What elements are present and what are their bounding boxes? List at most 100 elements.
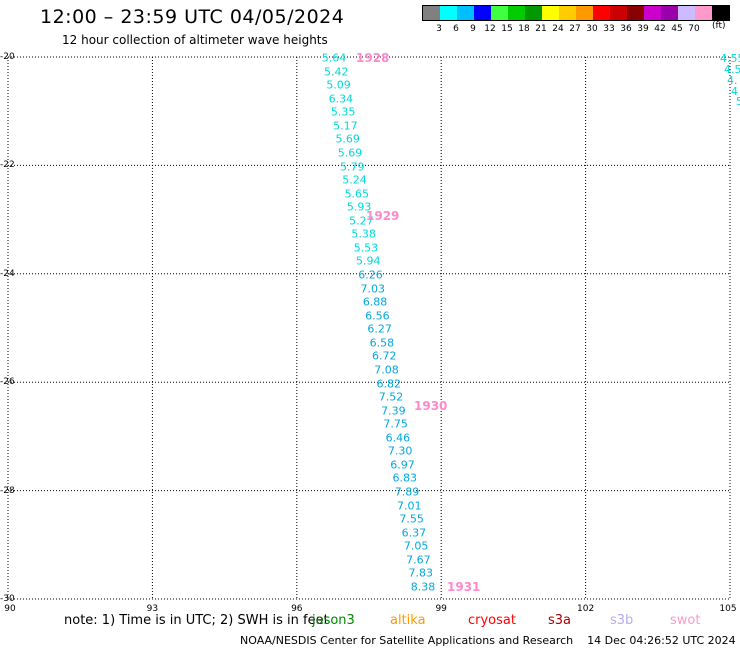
longitude-label: 96 bbox=[291, 604, 303, 614]
colorbar-tick-label: 18 bbox=[518, 24, 530, 34]
wave-height-value: 7.75 bbox=[383, 417, 408, 431]
wave-height-value: 5.79 bbox=[340, 160, 365, 173]
wave-height-value: 6.88 bbox=[362, 295, 388, 309]
longitude-label: 99 bbox=[435, 604, 447, 614]
pass-time-label: 1929 bbox=[366, 209, 400, 223]
legend-item-swot: swot bbox=[670, 613, 701, 628]
wave-height-value: 8.38 bbox=[410, 580, 436, 594]
credit-text: NOAA/NESDIS Center for Satellite Applica… bbox=[240, 634, 574, 647]
colorbar-swatch bbox=[542, 6, 559, 20]
colorbar-swatch bbox=[423, 6, 440, 20]
timestamp-text: 14 Dec 04:26:52 UTC 2024 bbox=[587, 634, 736, 647]
wave-height-value: 7.01 bbox=[397, 499, 422, 513]
wave-height-value: 6.37 bbox=[401, 526, 427, 540]
legend-item-cryosat: cryosat bbox=[468, 613, 516, 628]
colorbar-swatch bbox=[661, 6, 678, 20]
colorbar-tick-label: 45 bbox=[671, 24, 683, 34]
colorbar-swatch bbox=[712, 6, 729, 20]
wave-height-value: 7.83 bbox=[408, 566, 433, 580]
edge-wave-value: 4.5 bbox=[724, 63, 740, 76]
colorbar-tick-label: 36 bbox=[620, 24, 632, 34]
wave-height-value: 5.94 bbox=[355, 254, 381, 268]
colorbar-tick-label: 24 bbox=[552, 24, 564, 34]
wave-height-value: 5.65 bbox=[344, 187, 370, 201]
wave-height-value: 6.46 bbox=[385, 431, 411, 445]
colorbar-swatch bbox=[678, 6, 695, 20]
wave-height-value: 7.55 bbox=[399, 512, 424, 526]
colorbar-tick-label: 39 bbox=[637, 24, 649, 34]
colorbar-swatch bbox=[491, 6, 508, 20]
legend-item-jason3: jason3 bbox=[312, 613, 355, 628]
colorbar-tick-label: 27 bbox=[569, 24, 581, 34]
edge-wave-value: 4.55 bbox=[720, 52, 740, 65]
colorbar-swatch bbox=[525, 6, 542, 20]
colorbar-swatches bbox=[422, 5, 730, 21]
colorbar-labels: 3 6 9 12 15 18 21 24 27 30 33 36 39 42 45 70 bbox=[422, 24, 730, 36]
page-title: 12:00 – 23:59 UTC 04/05/2024 bbox=[40, 6, 345, 28]
pass-time-label: 1928 bbox=[356, 51, 390, 65]
latitude-label: -24 bbox=[0, 268, 15, 279]
wave-height-value: 5.17 bbox=[333, 119, 358, 133]
wave-height-value: 5.24 bbox=[342, 173, 367, 187]
wave-height-value: 7.89 bbox=[394, 485, 420, 499]
wave-height-value: 7.39 bbox=[381, 404, 406, 418]
colorbar-tick-label: 30 bbox=[586, 24, 598, 34]
wave-height-value: 6.27 bbox=[367, 322, 392, 336]
note-text: note: 1) Time is in UTC; 2) SWH is in fe… bbox=[64, 613, 329, 628]
colorbar-tick-label: 33 bbox=[603, 24, 615, 34]
colorbar-tick-label: 15 bbox=[501, 24, 513, 34]
longitude-label: 102 bbox=[577, 604, 595, 614]
colorbar-swatch bbox=[610, 6, 627, 20]
wave-height-value: 6.26 bbox=[358, 268, 383, 282]
wave-height-value: 7.08 bbox=[374, 363, 399, 377]
colorbar-swatch bbox=[457, 6, 474, 20]
wave-height-value: 7.03 bbox=[360, 282, 386, 296]
wave-height-value: 5.35 bbox=[330, 105, 356, 119]
wave-height-value: 6.58 bbox=[369, 336, 395, 350]
latitude-label: -26 bbox=[0, 377, 15, 388]
wave-height-value: 6.56 bbox=[365, 309, 390, 323]
wave-height-value: 7.52 bbox=[378, 390, 404, 404]
latitude-label: -28 bbox=[0, 485, 15, 496]
wave-height-value: 5.93 bbox=[346, 200, 372, 214]
colorbar-tick-label: 9 bbox=[470, 24, 476, 34]
wave-height-value: 6.72 bbox=[371, 349, 397, 363]
colorbar-swatch bbox=[440, 6, 457, 20]
wave-height-value: 5.27 bbox=[349, 214, 374, 228]
wave-height-value: 7.30 bbox=[387, 444, 413, 458]
colorbar-swatch bbox=[627, 6, 644, 20]
colorbar-tick-label: 70 bbox=[688, 24, 700, 34]
colorbar-tick-label: 12 bbox=[484, 24, 496, 34]
wave-height-value: 6.34 bbox=[328, 92, 354, 106]
colorbar-tick-label: 6 bbox=[453, 24, 459, 34]
footer-credit: NOAA/NESDIS Center for Satellite Applica… bbox=[240, 634, 736, 647]
edge-wave-value: 4 bbox=[731, 85, 738, 98]
legend-item-s3b: s3b bbox=[610, 613, 634, 628]
page-subtitle: 12 hour collection of altimeter wave hei… bbox=[62, 33, 328, 47]
wave-height-value: 5.38 bbox=[351, 227, 376, 241]
colorbar-swatch bbox=[576, 6, 593, 20]
edge-wave-value: 5 bbox=[736, 95, 740, 108]
wave-height-value: 5.09 bbox=[326, 78, 351, 92]
legend-item-s3a: s3a bbox=[548, 613, 572, 628]
legend-item-altika: altika bbox=[390, 613, 426, 628]
pass-time-label: 1930 bbox=[414, 399, 448, 413]
colorbar-swatch bbox=[474, 6, 491, 20]
wave-height-value: 5.69 bbox=[335, 132, 360, 146]
latitude-label: -30 bbox=[0, 594, 15, 604]
wave-height-value: 6.97 bbox=[390, 458, 415, 472]
colorbar-unit: (ft) bbox=[712, 21, 726, 31]
longitude-label: 90 bbox=[4, 604, 16, 614]
latitude-label: -22 bbox=[0, 160, 15, 171]
wave-height-value: 5.64 bbox=[321, 51, 347, 65]
colorbar-tick-label: 3 bbox=[436, 24, 442, 34]
wave-height-value: 6.83 bbox=[392, 471, 417, 485]
colorbar-swatch bbox=[695, 6, 712, 20]
wave-height-value: 5.69 bbox=[337, 146, 363, 160]
colorbar-tick-label: 21 bbox=[535, 24, 547, 34]
wave-height-value: 7.67 bbox=[406, 553, 431, 567]
wave-height-value: 6.82 bbox=[376, 377, 402, 391]
wave-height-colorbar: 3 6 9 12 15 18 21 24 27 30 33 36 39 42 45 70 bbox=[422, 5, 730, 36]
colorbar-tick-label: 42 bbox=[654, 24, 666, 34]
